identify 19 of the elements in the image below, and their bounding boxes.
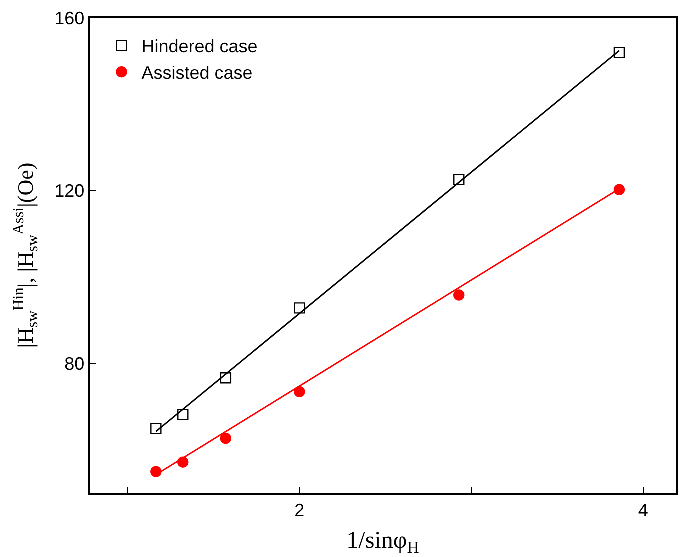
point xyxy=(150,423,162,434)
point xyxy=(150,466,162,478)
point xyxy=(220,432,232,444)
point xyxy=(220,372,232,384)
point xyxy=(294,302,306,314)
y-tick-label: 120 xyxy=(54,181,85,202)
y-tick-label: 80 xyxy=(64,354,85,374)
point xyxy=(454,290,465,301)
point xyxy=(454,174,465,186)
legend-label: Hindered case xyxy=(142,36,258,57)
x-axis-title: 1/sinφ$_{H}$ xyxy=(346,528,420,557)
x-tick-label: 2 xyxy=(294,500,305,520)
x-tick-label: 4 xyxy=(638,500,648,520)
y-tick-label: 160 xyxy=(54,8,85,28)
point xyxy=(178,409,189,420)
point xyxy=(614,46,626,58)
legend-label: Assisted case xyxy=(142,63,253,84)
point xyxy=(614,184,626,196)
point xyxy=(294,386,306,398)
